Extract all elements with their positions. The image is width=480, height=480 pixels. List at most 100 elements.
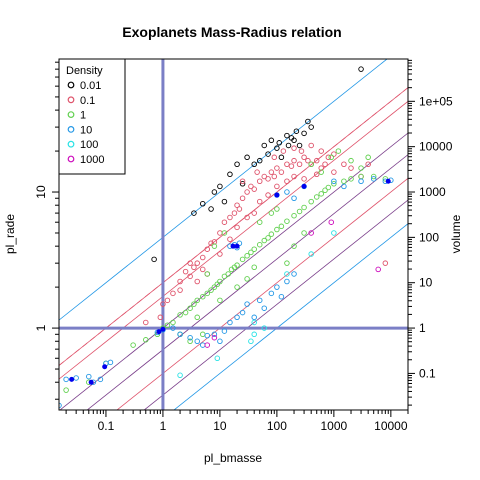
data-point bbox=[291, 212, 297, 219]
x-axis-label: pl_bmasse bbox=[204, 451, 262, 465]
data-point bbox=[244, 214, 250, 221]
data-point bbox=[296, 161, 303, 168]
data-point bbox=[217, 338, 223, 345]
data-point bbox=[322, 187, 328, 194]
data-point bbox=[214, 355, 221, 362]
data-point bbox=[97, 376, 104, 383]
data-point bbox=[274, 145, 280, 151]
data-point bbox=[325, 184, 332, 191]
density-line bbox=[116, 178, 408, 410]
data-point bbox=[217, 230, 223, 236]
density-line bbox=[59, 59, 388, 321]
data-point bbox=[251, 186, 257, 192]
data-point bbox=[251, 331, 257, 338]
data-point bbox=[301, 230, 307, 236]
data-point bbox=[251, 161, 257, 168]
data-point bbox=[151, 256, 157, 263]
highlight-point bbox=[160, 326, 166, 332]
data-point bbox=[268, 137, 275, 144]
legend-entry-label: 100 bbox=[80, 139, 98, 151]
data-point bbox=[200, 331, 206, 338]
data-point bbox=[331, 151, 337, 157]
y2-tick-label: 10000 bbox=[419, 140, 453, 154]
data-point bbox=[341, 178, 347, 185]
legend-symbol bbox=[67, 111, 75, 118]
legend-title: Density bbox=[66, 65, 103, 77]
data-point bbox=[308, 161, 314, 168]
data-point bbox=[301, 176, 307, 182]
data-point bbox=[200, 342, 206, 348]
highlight-point bbox=[385, 178, 391, 184]
data-point bbox=[244, 276, 250, 282]
data-point bbox=[265, 192, 271, 198]
data-point bbox=[284, 161, 290, 168]
density-line bbox=[59, 87, 408, 366]
data-point bbox=[331, 181, 337, 187]
data-point bbox=[221, 198, 228, 205]
data-point bbox=[236, 206, 243, 212]
data-point bbox=[271, 173, 278, 180]
data-point bbox=[234, 161, 240, 168]
data-point bbox=[348, 165, 354, 171]
data-point bbox=[63, 376, 69, 383]
data-point bbox=[194, 278, 200, 285]
data-point bbox=[187, 334, 193, 341]
y-axis: 1 10 bbox=[34, 61, 59, 400]
legend-entry-label: 0.1 bbox=[80, 95, 95, 107]
data-point bbox=[254, 169, 260, 175]
data-point bbox=[221, 328, 228, 334]
highlight-point bbox=[274, 192, 280, 198]
data-point bbox=[164, 322, 171, 328]
legend-symbol bbox=[67, 155, 75, 163]
x-tick-label: 100 bbox=[267, 419, 287, 433]
density-line bbox=[173, 223, 408, 410]
data-point bbox=[256, 198, 263, 205]
data-point bbox=[308, 142, 314, 149]
data-point bbox=[370, 176, 377, 182]
data-point bbox=[200, 201, 206, 207]
data-point bbox=[256, 219, 263, 225]
data-point bbox=[256, 157, 263, 164]
density-line bbox=[59, 101, 408, 380]
data-point bbox=[341, 183, 347, 190]
data-point bbox=[194, 314, 200, 321]
legend: Density 0.01 0.1 1 10 100 1000 bbox=[58, 58, 126, 175]
data-point bbox=[293, 128, 300, 134]
data-point bbox=[291, 195, 297, 202]
data-point bbox=[221, 273, 228, 280]
data-point bbox=[204, 332, 211, 339]
plot-area bbox=[58, 58, 409, 411]
data-point bbox=[284, 260, 290, 266]
data-point bbox=[217, 183, 223, 190]
data-point bbox=[204, 271, 211, 277]
data-point bbox=[227, 214, 233, 221]
data-point bbox=[182, 309, 189, 316]
data-point bbox=[157, 314, 164, 321]
data-point bbox=[234, 262, 240, 268]
data-point bbox=[86, 373, 92, 380]
data-point bbox=[208, 287, 214, 293]
data-point bbox=[335, 148, 342, 154]
data-point bbox=[268, 231, 275, 237]
data-point bbox=[301, 130, 307, 137]
data-point bbox=[274, 165, 280, 171]
data-point bbox=[208, 240, 214, 247]
legend-box bbox=[58, 58, 126, 175]
chart-title: Exoplanets Mass-Radius relation bbox=[122, 24, 341, 40]
data-point bbox=[204, 342, 211, 348]
data-point bbox=[358, 66, 364, 72]
highlight-point bbox=[156, 329, 162, 335]
data-point bbox=[170, 319, 176, 326]
data-point bbox=[370, 173, 377, 180]
data-point bbox=[248, 338, 254, 345]
data-point bbox=[301, 154, 307, 161]
x-tick-label: 10000 bbox=[374, 419, 408, 433]
x-tick-label: 0.1 bbox=[98, 419, 115, 433]
data-point bbox=[143, 337, 149, 343]
data-point bbox=[268, 210, 275, 216]
data-point bbox=[170, 325, 176, 331]
data-point bbox=[191, 301, 197, 307]
data-point bbox=[211, 334, 218, 341]
data-point bbox=[234, 314, 240, 321]
data-point bbox=[251, 264, 257, 270]
